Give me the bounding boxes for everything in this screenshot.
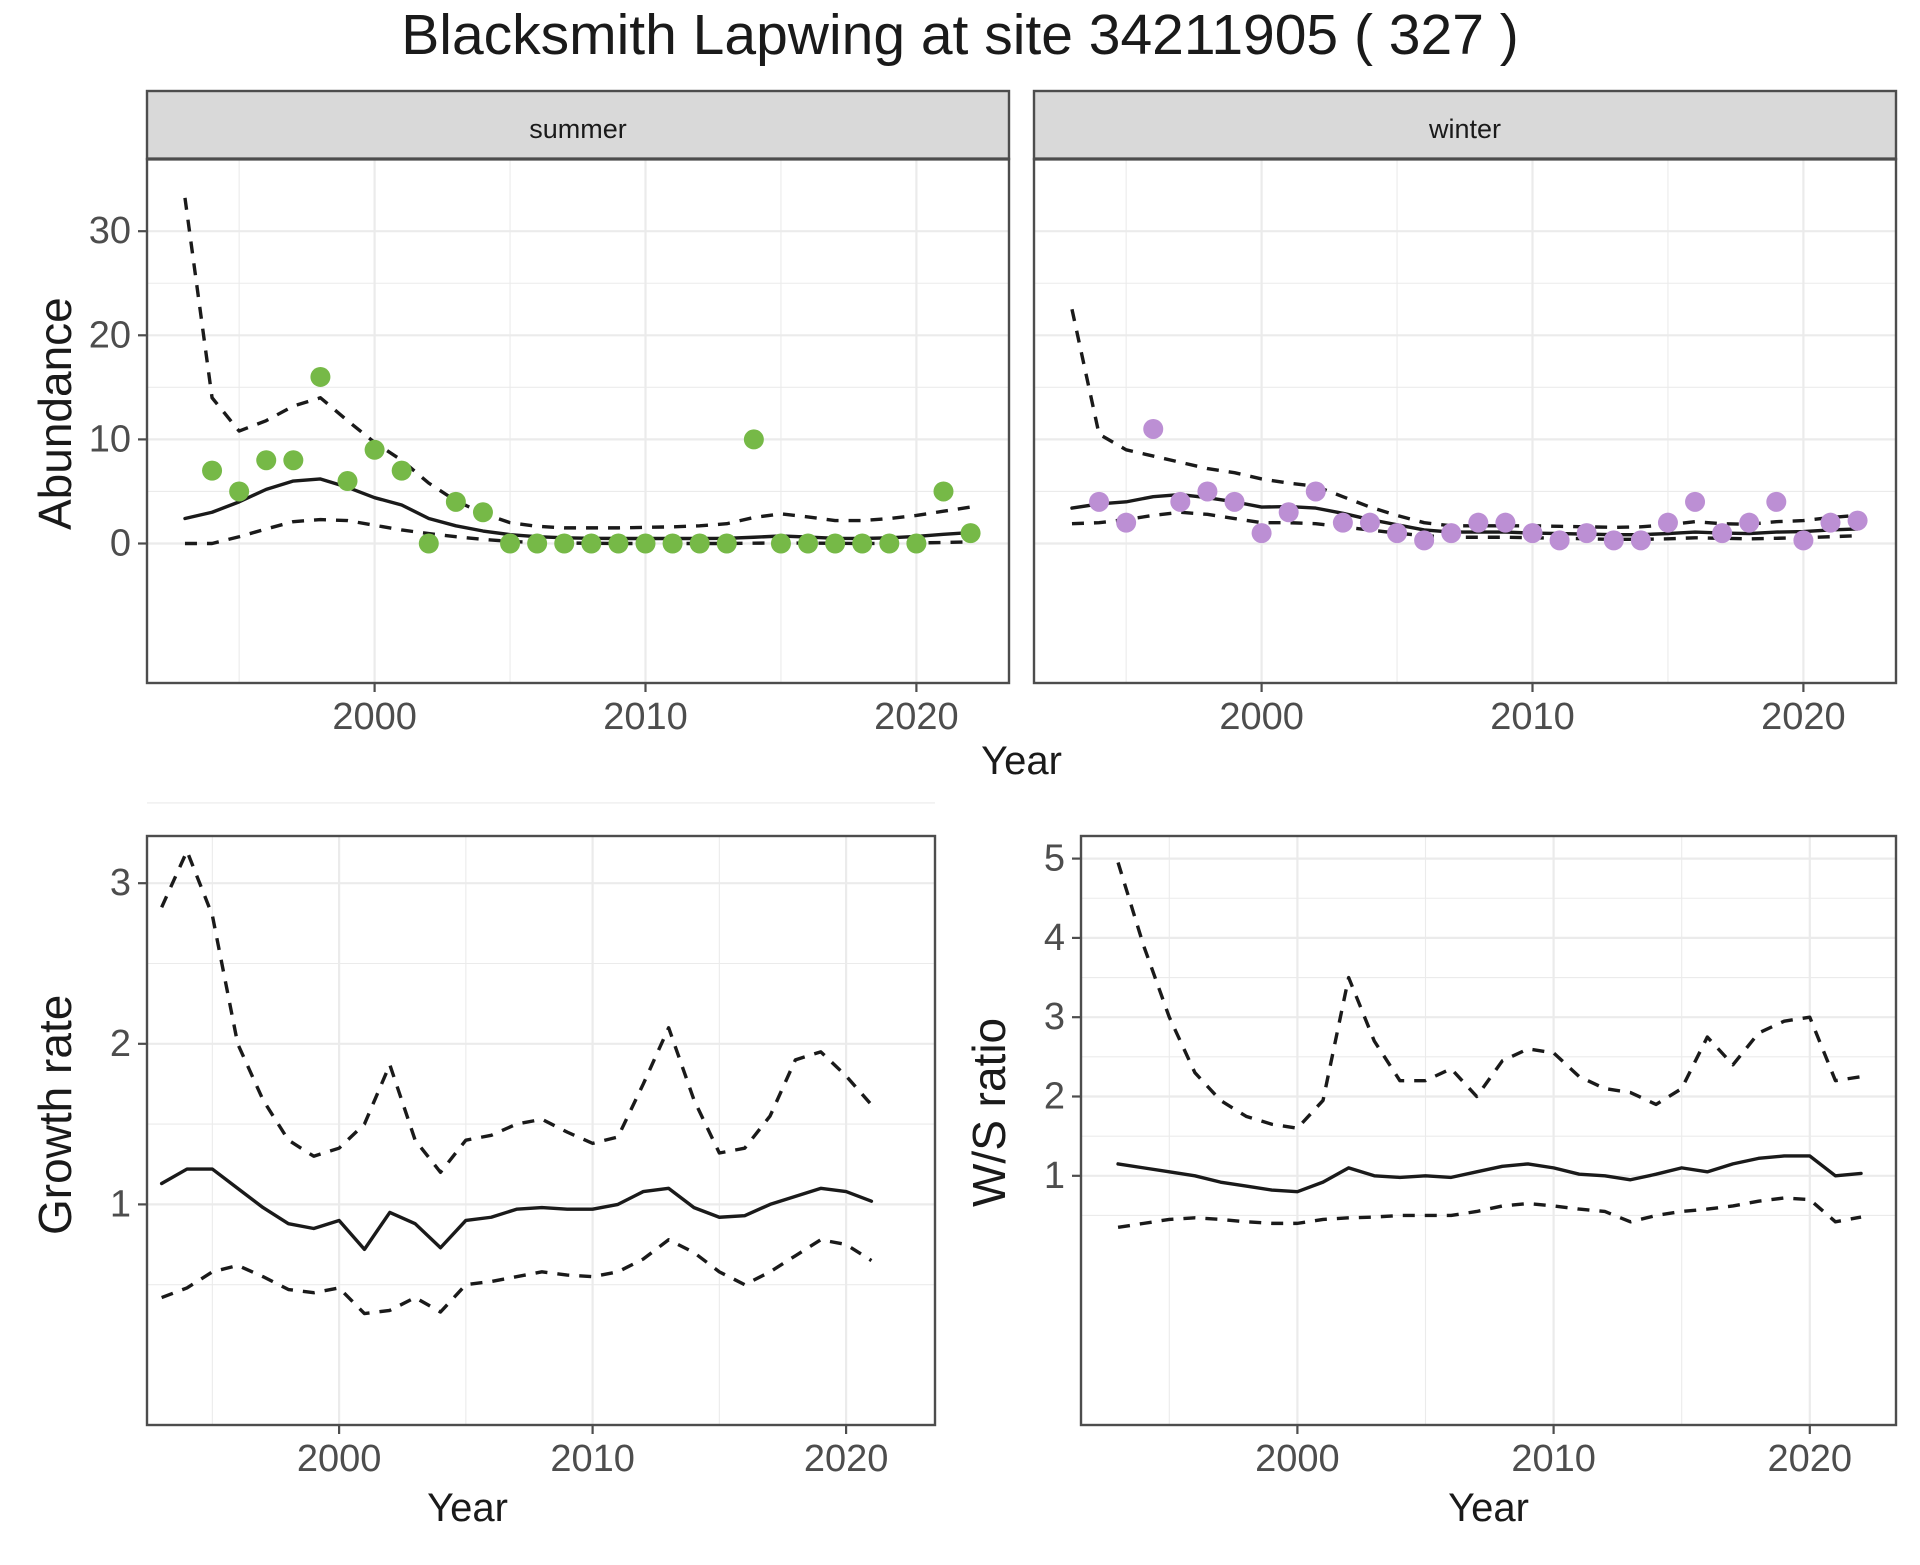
svg-text:0: 0 <box>110 523 131 565</box>
svg-text:2020: 2020 <box>1768 1438 1853 1480</box>
svg-text:3: 3 <box>1044 996 1065 1038</box>
svg-text:5: 5 <box>1044 838 1065 880</box>
svg-text:winter: winter <box>1428 114 1501 144</box>
svg-text:2020: 2020 <box>874 696 959 738</box>
svg-text:summer: summer <box>529 114 627 144</box>
svg-text:2000: 2000 <box>1219 696 1304 738</box>
svg-text:20: 20 <box>89 314 131 356</box>
svg-text:2010: 2010 <box>550 1438 635 1480</box>
svg-text:10: 10 <box>89 418 131 460</box>
svg-text:2010: 2010 <box>603 696 688 738</box>
svg-text:3: 3 <box>110 862 131 904</box>
svg-text:2020: 2020 <box>1761 696 1846 738</box>
svg-text:2010: 2010 <box>1490 696 1575 738</box>
svg-text:1: 1 <box>110 1183 131 1225</box>
svg-text:2: 2 <box>1044 1076 1065 1118</box>
svg-text:1: 1 <box>1044 1155 1065 1197</box>
svg-text:2: 2 <box>110 1023 131 1065</box>
svg-text:2010: 2010 <box>1511 1438 1596 1480</box>
svg-text:4: 4 <box>1044 917 1065 959</box>
svg-text:2000: 2000 <box>297 1438 382 1480</box>
svg-text:2000: 2000 <box>332 696 417 738</box>
svg-text:2000: 2000 <box>1255 1438 1340 1480</box>
svg-text:2020: 2020 <box>804 1438 889 1480</box>
svg-text:30: 30 <box>89 210 131 252</box>
